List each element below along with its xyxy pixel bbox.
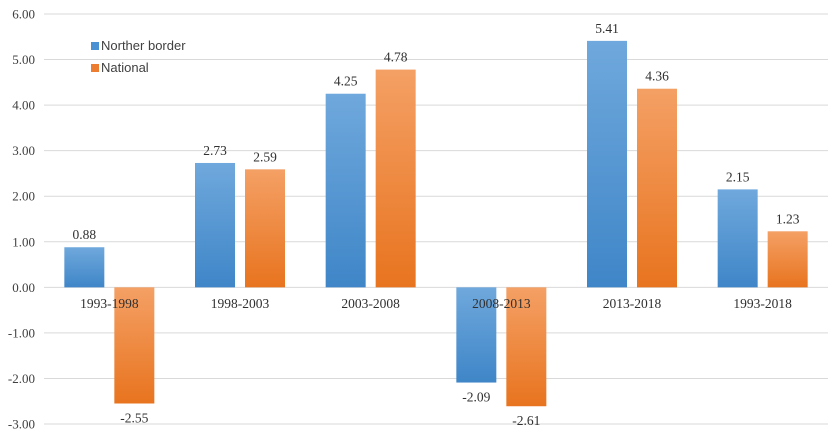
y-tick-label: 2.00 <box>12 189 35 204</box>
bar-norther-border <box>195 162 235 288</box>
bar-norther-border <box>587 40 627 288</box>
y-tick-label: 6.00 <box>12 7 35 22</box>
y-tick-label: -3.00 <box>8 417 35 432</box>
x-category-label: 2003-2008 <box>341 296 400 311</box>
x-axis-categories: 1993-1998 1998-2003 2003-2008 2008-2013 2013… <box>80 296 792 311</box>
y-tick-label: 5.00 <box>12 52 35 67</box>
x-category-label: 1993-1998 <box>80 296 139 311</box>
gridlines <box>44 13 828 425</box>
x-category-label: 1993-2018 <box>733 296 792 311</box>
data-label: 0.88 <box>73 227 97 242</box>
legend: Norther border National <box>91 38 186 75</box>
bar-norther-border <box>717 189 758 288</box>
bar-national <box>637 88 677 288</box>
legend-label-national: National <box>101 60 149 75</box>
data-label: -2.55 <box>120 411 148 426</box>
y-tick-label: -2.00 <box>8 371 35 386</box>
data-label: -2.09 <box>462 390 490 405</box>
y-axis: 6.00 5.00 4.00 3.00 2.00 1.00 0.00 -1.00 -2.00 -3… <box>8 7 35 432</box>
y-tick-label: 0.00 <box>12 280 35 295</box>
bar-national <box>245 169 285 288</box>
data-label: 4.36 <box>645 69 669 84</box>
data-label: 2.59 <box>253 149 277 164</box>
bar-national <box>114 287 155 404</box>
x-category-label: 2008-2013 <box>472 296 531 311</box>
bar-norther-border <box>456 287 497 383</box>
y-tick-label: 4.00 <box>12 98 35 113</box>
bar-national <box>506 287 547 407</box>
data-label: 4.25 <box>334 74 358 89</box>
data-labels: 0.88 -2.55 2.73 2.59 4.25 4.78 -2.09 -2.61 5.41 4… <box>73 21 800 428</box>
data-label: 4.78 <box>384 50 408 65</box>
bars <box>64 40 808 407</box>
legend-swatch-national <box>91 64 99 72</box>
data-label: 2.73 <box>203 143 227 158</box>
bar-national <box>767 231 808 288</box>
y-tick-label: -1.00 <box>8 325 35 340</box>
bar-norther-border <box>325 93 366 288</box>
x-category-label: 2013-2018 <box>603 296 662 311</box>
data-label: 5.41 <box>595 21 619 36</box>
data-label: 2.15 <box>726 169 750 184</box>
x-category-label: 1998-2003 <box>211 296 270 311</box>
bar-national <box>375 69 416 288</box>
data-label: -2.61 <box>512 413 540 428</box>
y-tick-label: 1.00 <box>12 234 35 249</box>
y-tick-label: 3.00 <box>12 143 35 158</box>
legend-swatch-norther-border <box>91 42 99 50</box>
data-label: 1.23 <box>776 211 800 226</box>
bar-norther-border <box>64 247 105 288</box>
legend-label-norther-border: Norther border <box>101 38 186 53</box>
